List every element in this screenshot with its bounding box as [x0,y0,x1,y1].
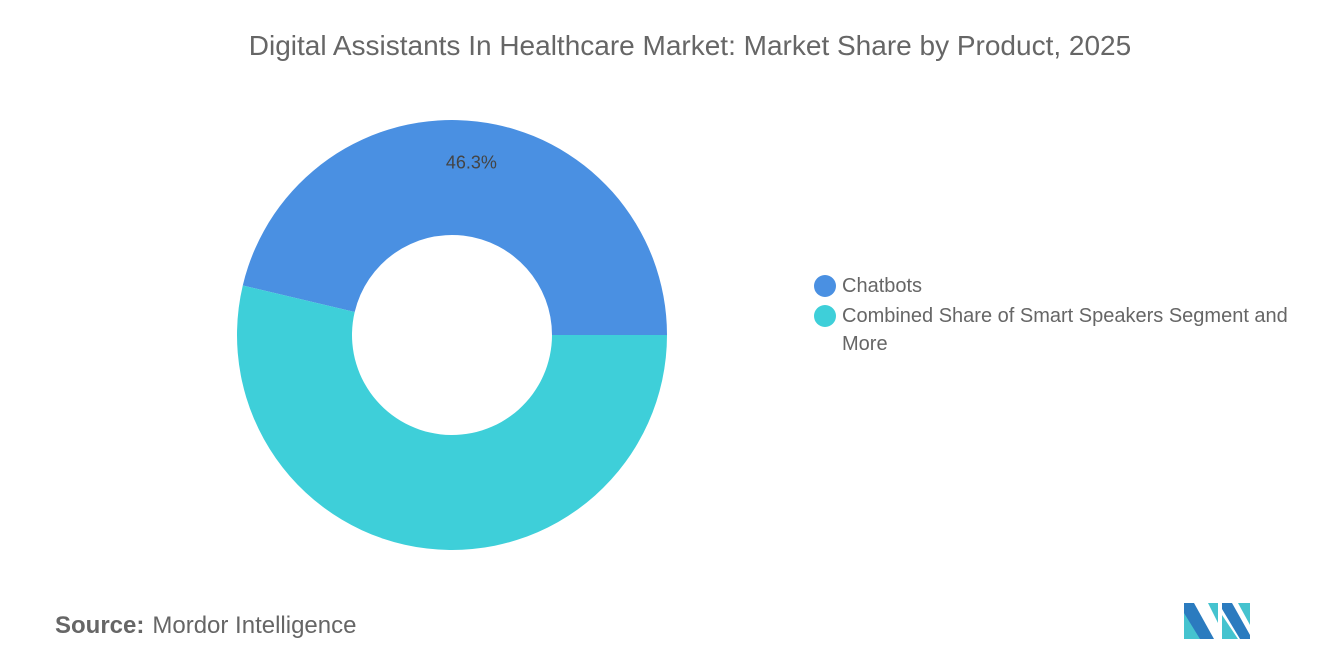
legend-label: Chatbots [842,275,923,297]
legend: Chatbots Combined Share of Smart Speaker… [814,272,1304,360]
source-note: Source: Mordor Intelligence [55,612,356,640]
donut-slice-2 [237,285,667,550]
legend-swatch [814,275,836,297]
legend-swatch [814,305,836,327]
legend-item-chatbots: Chatbots [814,272,1304,300]
source-label: Source: [55,612,145,639]
legend-label: Combined Share of Smart Speakers Segment… [842,305,1288,355]
chart-title: Digital Assistants In Healthcare Market:… [248,30,1132,61]
source-value: Mordor Intelligence [152,612,357,639]
donut-slice-1 [242,119,667,336]
mordor-logo-icon [1184,603,1250,639]
legend-item-smart-speakers: Combined Share of Smart Speakers Segment… [814,302,1304,358]
data-label: 46.3% [446,153,497,173]
